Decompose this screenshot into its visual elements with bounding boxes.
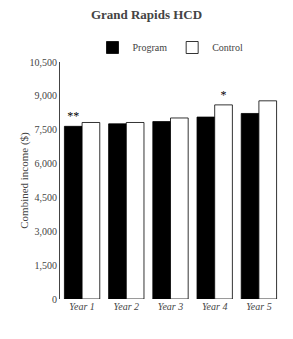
svg-text:Year 3: Year 3 [158,301,183,312]
svg-text:Combined income ($): Combined income ($) [18,132,31,229]
svg-text:Year 2: Year 2 [114,301,139,312]
svg-text:10,500: 10,500 [30,57,58,68]
svg-text:7,500: 7,500 [35,124,58,135]
svg-text:0: 0 [52,294,57,305]
svg-text:Year 1: Year 1 [69,301,94,312]
svg-text:Year 4: Year 4 [202,301,227,312]
svg-text:Grand Rapids HCD: Grand Rapids HCD [91,7,202,22]
svg-text:*: * [221,88,227,102]
svg-text:3,000: 3,000 [35,226,58,237]
svg-text:Program: Program [133,42,168,53]
svg-text:6,000: 6,000 [35,158,58,169]
svg-text:Year 5: Year 5 [246,301,271,312]
svg-text:1,500: 1,500 [35,260,58,271]
svg-text:**: ** [67,109,79,123]
svg-text:9,000: 9,000 [35,90,58,101]
svg-text:4,500: 4,500 [35,192,58,203]
svg-text:Control: Control [212,42,243,53]
